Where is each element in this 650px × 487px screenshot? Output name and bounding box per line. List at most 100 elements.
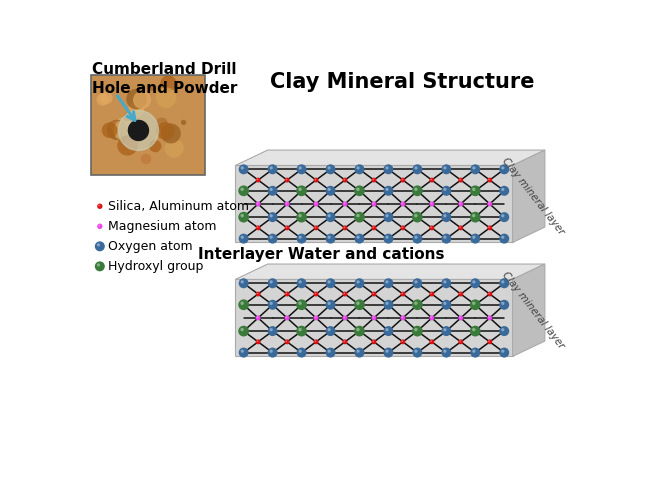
Circle shape bbox=[270, 214, 273, 217]
Circle shape bbox=[296, 234, 307, 244]
Circle shape bbox=[412, 212, 423, 223]
Circle shape bbox=[443, 328, 447, 331]
Circle shape bbox=[501, 167, 504, 169]
Circle shape bbox=[499, 212, 509, 222]
Circle shape bbox=[326, 348, 335, 357]
Text: Clay mineral layer: Clay mineral layer bbox=[500, 270, 566, 351]
Circle shape bbox=[443, 236, 447, 239]
Circle shape bbox=[156, 87, 176, 108]
Circle shape bbox=[270, 236, 273, 239]
Circle shape bbox=[385, 236, 389, 239]
Circle shape bbox=[488, 225, 492, 230]
Circle shape bbox=[150, 84, 156, 91]
Circle shape bbox=[430, 203, 432, 204]
Circle shape bbox=[257, 179, 258, 180]
Circle shape bbox=[149, 140, 161, 152]
Circle shape bbox=[268, 326, 278, 336]
Circle shape bbox=[400, 225, 406, 230]
Circle shape bbox=[499, 278, 509, 288]
Circle shape bbox=[412, 234, 423, 244]
Circle shape bbox=[240, 328, 244, 331]
Circle shape bbox=[458, 225, 463, 230]
Circle shape bbox=[400, 316, 406, 320]
Circle shape bbox=[97, 244, 100, 246]
Circle shape bbox=[296, 278, 307, 288]
Circle shape bbox=[343, 316, 348, 320]
Circle shape bbox=[315, 317, 316, 318]
Circle shape bbox=[126, 89, 147, 110]
Polygon shape bbox=[513, 150, 545, 243]
Circle shape bbox=[356, 301, 359, 305]
Circle shape bbox=[239, 278, 249, 288]
Circle shape bbox=[240, 187, 244, 191]
Circle shape bbox=[414, 236, 417, 239]
Circle shape bbox=[285, 202, 289, 206]
Circle shape bbox=[97, 263, 100, 266]
Polygon shape bbox=[235, 280, 513, 356]
Circle shape bbox=[414, 187, 417, 191]
Circle shape bbox=[488, 317, 490, 318]
Circle shape bbox=[470, 164, 480, 174]
Circle shape bbox=[488, 179, 490, 180]
Circle shape bbox=[412, 164, 423, 174]
Circle shape bbox=[343, 225, 348, 230]
Circle shape bbox=[326, 186, 335, 196]
Circle shape bbox=[470, 326, 480, 337]
Circle shape bbox=[470, 278, 480, 288]
Circle shape bbox=[412, 278, 423, 288]
Circle shape bbox=[472, 187, 476, 191]
Circle shape bbox=[384, 164, 393, 174]
Circle shape bbox=[458, 178, 463, 183]
Circle shape bbox=[313, 339, 318, 344]
Circle shape bbox=[255, 178, 261, 183]
Circle shape bbox=[354, 234, 365, 244]
Circle shape bbox=[285, 292, 289, 297]
Circle shape bbox=[343, 203, 345, 204]
Circle shape bbox=[384, 234, 393, 244]
Circle shape bbox=[354, 164, 365, 174]
Circle shape bbox=[443, 214, 447, 217]
Circle shape bbox=[328, 188, 331, 191]
Circle shape bbox=[372, 226, 374, 228]
Circle shape bbox=[441, 300, 451, 310]
Polygon shape bbox=[235, 150, 545, 166]
Circle shape bbox=[371, 202, 376, 206]
Circle shape bbox=[268, 348, 278, 357]
Circle shape bbox=[430, 226, 432, 228]
Circle shape bbox=[488, 292, 492, 297]
Circle shape bbox=[473, 236, 475, 239]
Circle shape bbox=[458, 339, 463, 344]
Circle shape bbox=[239, 300, 249, 310]
Circle shape bbox=[441, 164, 451, 174]
Circle shape bbox=[343, 340, 345, 342]
Circle shape bbox=[430, 225, 434, 230]
Circle shape bbox=[460, 317, 461, 318]
Circle shape bbox=[472, 214, 476, 217]
Circle shape bbox=[257, 203, 258, 204]
Circle shape bbox=[240, 236, 244, 239]
Circle shape bbox=[371, 225, 376, 230]
Circle shape bbox=[343, 178, 348, 183]
Circle shape bbox=[313, 316, 318, 320]
Circle shape bbox=[285, 179, 287, 180]
Circle shape bbox=[99, 91, 112, 104]
Circle shape bbox=[255, 316, 261, 320]
Circle shape bbox=[499, 326, 509, 336]
Circle shape bbox=[107, 120, 127, 140]
Circle shape bbox=[161, 75, 177, 92]
Circle shape bbox=[239, 212, 249, 223]
Circle shape bbox=[499, 234, 509, 244]
Circle shape bbox=[384, 212, 393, 222]
Circle shape bbox=[131, 134, 139, 143]
Circle shape bbox=[372, 293, 374, 294]
Circle shape bbox=[371, 178, 376, 183]
Circle shape bbox=[356, 214, 359, 217]
Circle shape bbox=[470, 186, 480, 196]
Circle shape bbox=[430, 292, 434, 297]
Circle shape bbox=[343, 226, 345, 228]
Circle shape bbox=[372, 203, 374, 204]
Circle shape bbox=[356, 350, 359, 353]
Circle shape bbox=[441, 212, 451, 222]
Polygon shape bbox=[235, 264, 545, 280]
Circle shape bbox=[296, 326, 307, 337]
